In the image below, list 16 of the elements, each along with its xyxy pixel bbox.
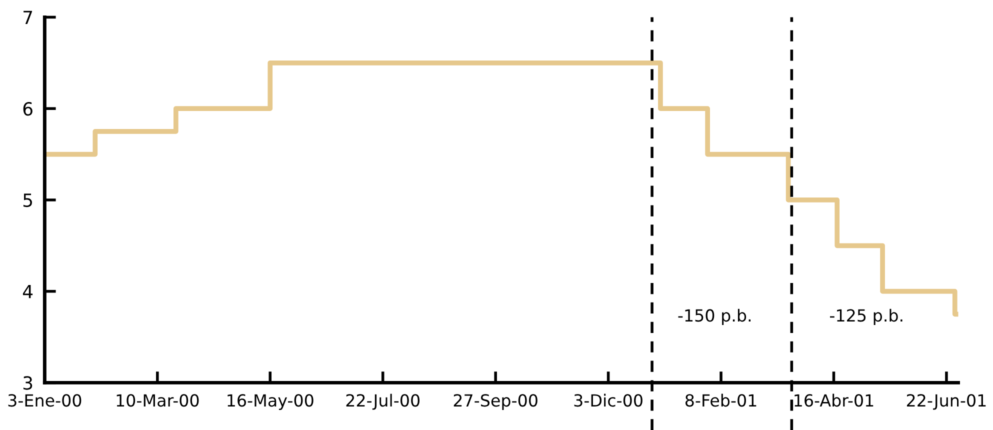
x-tick-label: 22-Jul-00 — [346, 394, 420, 410]
x-tick-label: 10-Mar-00 — [116, 394, 199, 407]
x-tick-label: 16-Abr-01 — [794, 394, 874, 407]
x-tick-label: 22-Jun-01 — [906, 394, 986, 410]
annotation: -125 p.b. — [830, 308, 902, 325]
x-tick-label: 3-Ene-00 — [8, 394, 82, 407]
x-tick-label: 16-May-00 — [228, 394, 314, 410]
x-tick-label: 3-Dic-00 — [574, 394, 642, 407]
y-tick-label: 6 — [23, 102, 32, 116]
x-tick-label: 8-Feb-01 — [685, 394, 756, 407]
y-tick-label: 5 — [23, 194, 32, 208]
y-tick-label: 7 — [24, 10, 32, 24]
annotation: -150 p.b. — [678, 308, 751, 325]
y-tick-label: 4 — [22, 285, 33, 298]
x-tick-label: 27-Sep-00 — [454, 394, 538, 410]
y-tick-label: 3 — [23, 376, 32, 390]
